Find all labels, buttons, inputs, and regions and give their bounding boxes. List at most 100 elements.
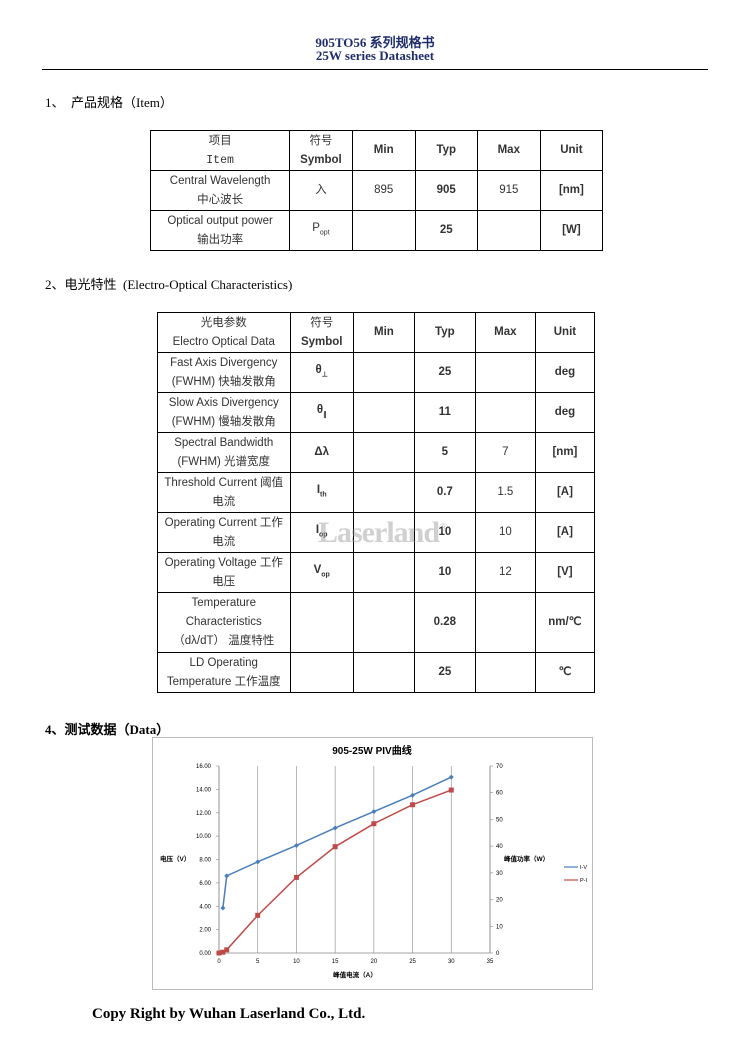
table-cell bbox=[352, 392, 415, 433]
table-cell bbox=[352, 472, 415, 513]
cell-line: 输出功率 bbox=[197, 233, 244, 246]
x-tick-label: 25 bbox=[409, 959, 416, 965]
symbol-base: I bbox=[315, 523, 320, 536]
table-cell bbox=[352, 552, 415, 593]
cell-line: 光电参数 bbox=[200, 316, 247, 329]
cell-text: 11 bbox=[438, 406, 451, 418]
cell-text: 25 bbox=[439, 224, 453, 236]
cell-text: 12 bbox=[498, 566, 512, 578]
cell-text: 915 bbox=[499, 184, 519, 196]
cell-text: 25 bbox=[438, 366, 452, 378]
table-row: Slow Axis Divergency (FWHM) 慢轴发散角 θ∥ 11 deg bbox=[157, 392, 596, 433]
table-cell: nm/℃ bbox=[534, 592, 596, 653]
table-cell: 11 bbox=[413, 392, 476, 433]
table-row: LD Operating Temperature 工作温度 25 ℃ bbox=[157, 652, 596, 693]
table-row: 项目 Item 符号 Symbol Min Typ Max Unit bbox=[149, 130, 604, 171]
chart: 905-25W PIV曲线 0 5 10 15 20 25 30 35 0.00 2.00 4.00 6… bbox=[152, 737, 593, 990]
table-cell: θ∥ bbox=[289, 392, 354, 433]
cell-line: 项目 bbox=[208, 134, 232, 147]
cell-text: ℃ bbox=[558, 666, 572, 678]
table-row: Threshold Current 阈值 电流 Ith 0.7 1.5 [A] bbox=[157, 472, 596, 513]
table-cell: 12 bbox=[474, 552, 536, 593]
symbol-base: θ bbox=[316, 403, 324, 416]
cell-text: 25 bbox=[438, 666, 452, 678]
table-cell bbox=[474, 392, 536, 433]
cell-text: Typ bbox=[435, 326, 455, 338]
table-cell: 905 bbox=[414, 170, 478, 211]
cell-line: (FWHM) 快轴发散角 bbox=[171, 375, 276, 388]
table-cell: Threshold Current 阈值 电流 bbox=[157, 472, 291, 513]
watermark: Laserland® bbox=[318, 516, 448, 550]
point bbox=[332, 825, 338, 831]
point bbox=[255, 912, 261, 918]
table-cell: Slow Axis Divergency (FWHM) 慢轴发散角 bbox=[157, 392, 291, 433]
cell-text: [A] bbox=[556, 526, 573, 538]
symbol-sub: ⊥ bbox=[321, 371, 328, 379]
eo-table: 光电参数 Electro Optical Data 符号 Symbol Min Typ Ma… bbox=[157, 312, 596, 693]
y-axis-label: 电压（V） bbox=[160, 854, 190, 863]
y2-tick-label: 10 bbox=[496, 924, 503, 930]
cell-text: Min bbox=[373, 326, 394, 338]
title: 905TO56 系列规格书 bbox=[315, 35, 435, 50]
cell-line: (FWHM) 光谱宽度 bbox=[177, 455, 271, 468]
table-cell: Unit bbox=[539, 130, 604, 171]
cell-line: Item bbox=[206, 153, 234, 167]
table-cell: Max bbox=[474, 312, 536, 353]
watermark-text: Laserland bbox=[318, 516, 440, 549]
header-rule bbox=[42, 69, 708, 70]
table-cell bbox=[352, 352, 415, 393]
cell-line: 符号 bbox=[310, 316, 334, 329]
symbol-base: V bbox=[313, 563, 322, 576]
cell-line: 电流 bbox=[212, 535, 236, 548]
table-cell: Temperature Characteristics （dλ/dT） 温度特性 bbox=[157, 592, 291, 653]
table-cell: Typ bbox=[413, 312, 476, 353]
table-cell: 光电参数 Electro Optical Data bbox=[157, 312, 291, 353]
table-cell: Unit bbox=[534, 312, 596, 353]
table-cell: 7 bbox=[474, 432, 536, 473]
point bbox=[224, 947, 230, 953]
cell-line: Temperature 工作温度 bbox=[166, 675, 281, 688]
point bbox=[332, 844, 338, 850]
spec-table: 项目 Item 符号 Symbol Min Typ Max Unit Central Wavel… bbox=[149, 130, 604, 251]
symbol-sub: op bbox=[321, 571, 330, 579]
table-cell: Vop bbox=[289, 552, 354, 593]
symbol-sub: opt bbox=[319, 229, 330, 237]
table-cell bbox=[474, 352, 536, 393]
table-row: Fast Axis Divergency (FWHM) 快轴发散角 θ⊥ 25 deg bbox=[157, 352, 596, 393]
cell-text: 895 bbox=[374, 184, 394, 196]
cell-text: [A] bbox=[556, 486, 573, 498]
cell-text: [nm] bbox=[552, 446, 578, 458]
point bbox=[216, 950, 222, 956]
symbol-sub: op bbox=[319, 531, 328, 539]
section-heading: 1、 产品规格（Item） bbox=[45, 95, 173, 110]
cell-line: Operating Current 工作 bbox=[164, 516, 283, 529]
table-cell: 10 bbox=[413, 552, 476, 593]
y-tick-label: 0.00 bbox=[199, 951, 211, 957]
symbol-sub: th bbox=[320, 491, 327, 499]
y2-axis-label: 峰值功率（W） bbox=[504, 854, 549, 863]
y2-tick-label: 0 bbox=[496, 951, 500, 957]
symbol-base: θ bbox=[315, 363, 322, 376]
table-cell: θ⊥ bbox=[289, 352, 354, 393]
table-cell bbox=[352, 652, 415, 693]
y-tick-label: 16.00 bbox=[196, 764, 212, 770]
cell-text: 10 bbox=[438, 526, 452, 538]
table-row: Operating Voltage 工作 电压 Vop 10 12 [V] bbox=[157, 552, 596, 593]
cell-text: Min bbox=[373, 144, 394, 156]
watermark-mark: ® bbox=[439, 520, 448, 534]
table-cell: Typ bbox=[414, 130, 478, 171]
table-cell: 1.5 bbox=[474, 472, 536, 513]
y2-tick-label: 50 bbox=[496, 817, 503, 823]
table-cell: Δλ bbox=[289, 432, 354, 473]
point bbox=[293, 874, 299, 880]
table-cell: 项目 Item bbox=[149, 130, 291, 171]
table-cell: Min bbox=[352, 312, 415, 353]
y-tick-label: 12.00 bbox=[196, 811, 212, 817]
cell-line: (FWHM) 慢轴发散角 bbox=[171, 415, 276, 428]
point bbox=[220, 905, 226, 911]
table-cell: 入 bbox=[289, 170, 353, 211]
x-tick-label: 20 bbox=[371, 959, 378, 965]
cell-line: （dλ/dT） 温度特性 bbox=[173, 635, 275, 647]
table-cell: Central Wavelength 中心波长 bbox=[149, 170, 291, 211]
